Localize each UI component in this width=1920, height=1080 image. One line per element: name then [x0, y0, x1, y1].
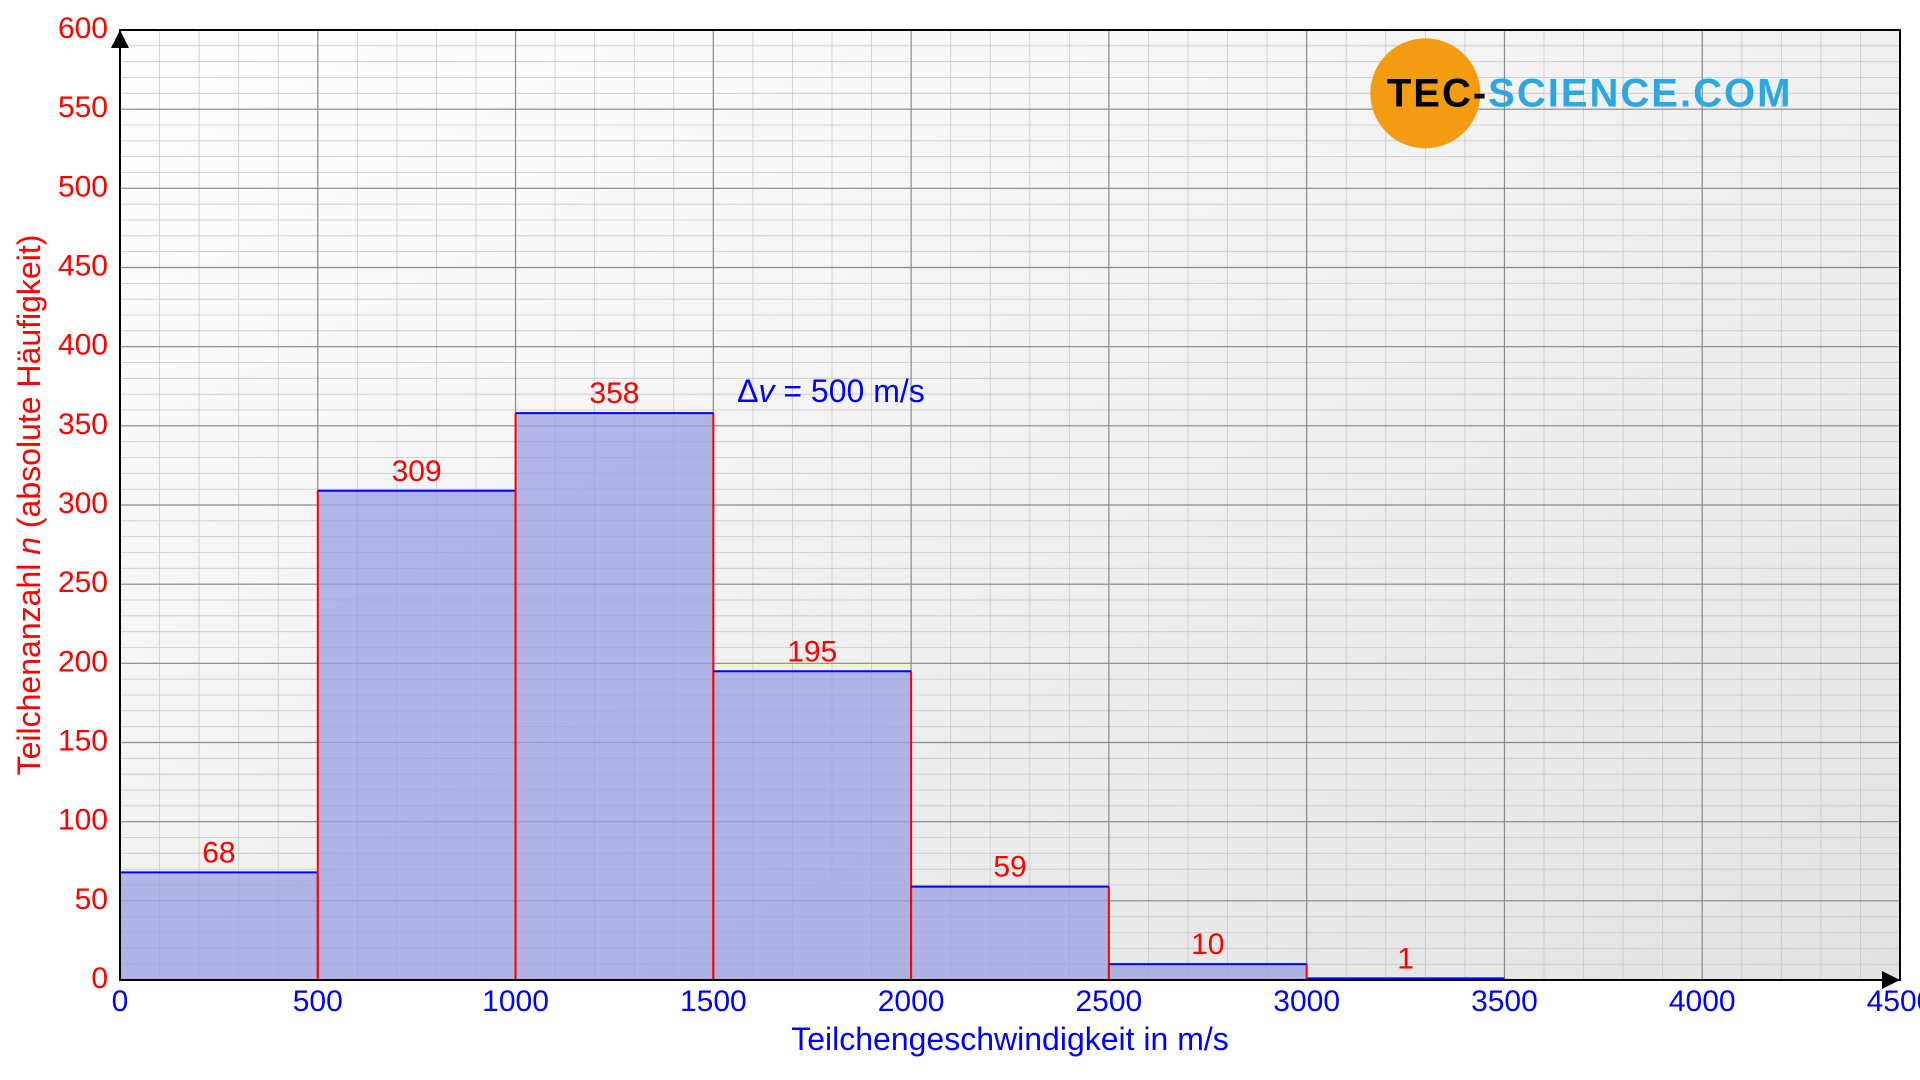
histogram-bar: [911, 887, 1109, 980]
x-tick-label: 3500: [1471, 985, 1538, 1018]
y-tick-label: 100: [58, 804, 108, 837]
y-tick-label: 400: [58, 329, 108, 362]
y-axis-label: Teilchenanzahl n (absolute Häufigkeit): [11, 235, 47, 776]
y-tick-label: 500: [58, 170, 108, 203]
histogram-bar: [516, 413, 714, 980]
bar-value-label: 68: [202, 836, 235, 869]
x-axis-label: Teilchengeschwindigkeit in m/s: [791, 1021, 1229, 1057]
bar-value-label: 309: [392, 455, 442, 488]
histogram-bar: [318, 491, 516, 980]
delta-v-annotation: Δv = 500 m/s: [737, 373, 925, 409]
histogram-chart: 6830935819559101050100150200250300350400…: [0, 0, 1920, 1080]
y-tick-label: 200: [58, 645, 108, 678]
x-tick-label: 2500: [1076, 985, 1143, 1018]
y-tick-label: 600: [58, 12, 108, 45]
y-tick-label: 0: [91, 962, 108, 995]
bar-value-label: 10: [1191, 928, 1224, 961]
bar-value-label: 358: [589, 377, 639, 410]
y-tick-label: 450: [58, 249, 108, 282]
x-tick-label: 4500: [1867, 985, 1920, 1018]
histogram-bar: [1109, 964, 1307, 980]
y-tick-label: 350: [58, 408, 108, 441]
x-tick-label: 2000: [878, 985, 945, 1018]
y-tick-label: 50: [75, 883, 108, 916]
y-tick-label: 150: [58, 724, 108, 757]
y-tick-label: 300: [58, 487, 108, 520]
y-tick-label: 250: [58, 566, 108, 599]
bar-value-label: 195: [787, 635, 837, 668]
logo-text: TEC-SCIENCE.COM: [1387, 71, 1793, 115]
bar-value-label: 59: [993, 851, 1026, 884]
x-tick-label: 500: [293, 985, 343, 1018]
histogram-bar: [713, 671, 911, 980]
x-tick-label: 4000: [1669, 985, 1736, 1018]
bar-value-label: 1: [1397, 942, 1414, 975]
x-tick-label: 1000: [482, 985, 549, 1018]
chart-svg: 6830935819559101050100150200250300350400…: [0, 0, 1920, 1080]
histogram-bar: [120, 872, 318, 980]
y-tick-label: 550: [58, 91, 108, 124]
x-tick-label: 0: [112, 985, 129, 1018]
x-tick-label: 1500: [680, 985, 747, 1018]
x-tick-label: 3000: [1273, 985, 1340, 1018]
